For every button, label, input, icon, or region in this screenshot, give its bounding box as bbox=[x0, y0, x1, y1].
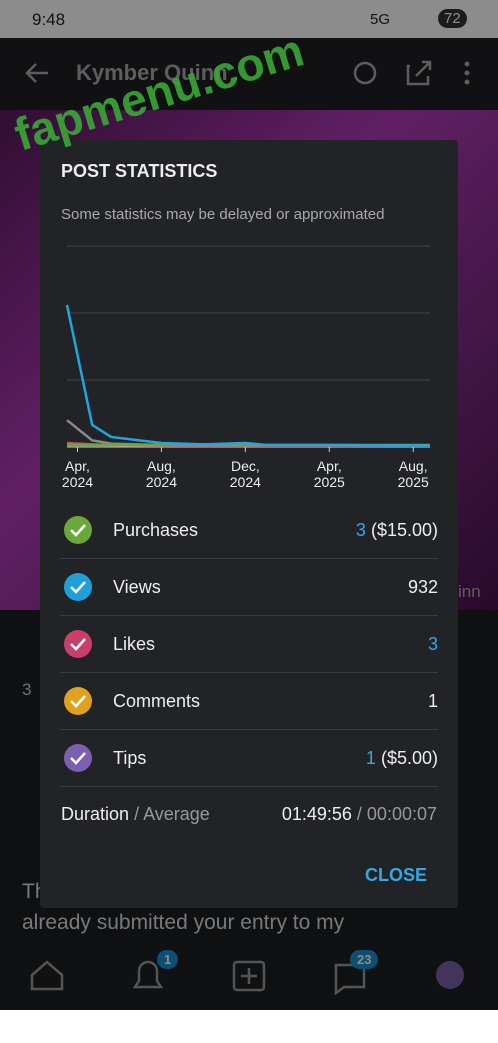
dialog-title: POST STATISTICS bbox=[61, 161, 218, 181]
duration: Duration bbox=[61, 804, 130, 824]
check-icon bbox=[64, 744, 92, 772]
system-nav bbox=[0, 1010, 498, 1043]
check bbox=[70, 524, 86, 537]
x-tick-label: Apr, 2025 bbox=[314, 458, 345, 490]
stat-count: 1 bbox=[427, 691, 438, 711]
post-text: already submitted your entry to my bbox=[22, 911, 345, 934]
bottom-nav: 1 23 bbox=[0, 935, 498, 1010]
icon-bg bbox=[64, 630, 92, 658]
icon-bg bbox=[64, 744, 92, 772]
stat-row: Views 932 bbox=[60, 559, 438, 616]
stat-label: Tips bbox=[113, 748, 147, 768]
check-icon bbox=[64, 630, 92, 658]
network: 5G bbox=[370, 11, 391, 28]
stat-label: Purchases bbox=[113, 520, 199, 540]
stat-label: Likes bbox=[113, 634, 156, 654]
time: 9:48 bbox=[32, 10, 66, 29]
status-bar: 9:48 5G 72 bbox=[0, 0, 498, 38]
chart: Apr, 2024 Aug, 2024 Dec, 2024 Apr, 2025 Aug, 2025 bbox=[62, 245, 431, 490]
stat-row: Comments 1 bbox=[60, 673, 438, 730]
stat-row: Likes 3 bbox=[60, 616, 438, 673]
stat-value: 1 ($5.00) bbox=[366, 748, 438, 769]
series-line bbox=[65, 304, 431, 447]
check-icon bbox=[64, 687, 92, 715]
back-button[interactable] bbox=[24, 60, 50, 86]
x-tick-label: Aug, 2024 bbox=[146, 458, 177, 490]
check-icon bbox=[64, 516, 92, 544]
check-icon bbox=[64, 573, 92, 601]
stat-count: 1 bbox=[365, 748, 376, 768]
stat-count: 3 bbox=[427, 634, 438, 654]
x-tick-label: Aug, 2025 bbox=[398, 458, 429, 490]
average: / Average bbox=[134, 804, 210, 824]
bg-text: inn bbox=[458, 582, 481, 601]
app-bar: Kymber Quinn bbox=[0, 38, 498, 110]
duration-total: 01:49:56 bbox=[281, 804, 352, 824]
actions[interactable] bbox=[350, 58, 480, 88]
nav-icons[interactable] bbox=[0, 935, 498, 1010]
duration-label: Duration / Average bbox=[61, 804, 210, 825]
stat-amount: ($5.00) bbox=[380, 748, 438, 768]
stat-row: Tips 1 ($5.00) bbox=[60, 730, 438, 787]
dialog-subtitle: Some statistics may be delayed or approx… bbox=[61, 206, 385, 223]
icon-bg bbox=[64, 573, 92, 601]
icon-bg bbox=[64, 687, 92, 715]
stat-value: 3 bbox=[428, 634, 438, 655]
stat-count: 3 bbox=[355, 520, 366, 540]
stat-amount: ($15.00) bbox=[370, 520, 438, 540]
check bbox=[70, 752, 86, 765]
profile-name: Kymber Quinn bbox=[76, 60, 228, 85]
notification-badge: 1 bbox=[157, 950, 179, 969]
check bbox=[70, 638, 86, 651]
stat-value: 1 bbox=[428, 691, 438, 712]
stat-label: Views bbox=[113, 577, 161, 597]
message-badge: 23 bbox=[350, 950, 379, 969]
icon-bg bbox=[64, 516, 92, 544]
stat-value: 3 ($15.00) bbox=[356, 520, 438, 541]
close-button[interactable]: CLOSE bbox=[364, 865, 427, 885]
x-tick-label: Apr, 2024 bbox=[62, 458, 93, 490]
duration-value: 01:49:56 / 00:00:07 bbox=[282, 804, 437, 825]
stats-dialog: POST STATISTICS Some statistics may be d… bbox=[40, 140, 458, 908]
stat-count: 932 bbox=[407, 577, 438, 597]
stat-row: Purchases 3 ($15.00) bbox=[60, 502, 438, 559]
series-line bbox=[66, 419, 430, 447]
x-tick-label: Dec, 2024 bbox=[230, 458, 261, 490]
stat-label: Comments bbox=[113, 691, 201, 711]
check bbox=[70, 695, 86, 708]
battery: 72 bbox=[438, 9, 467, 28]
check bbox=[70, 581, 86, 594]
stat-value: 932 bbox=[408, 577, 438, 598]
duration-avg: / 00:00:07 bbox=[356, 804, 437, 824]
like-count: 3 bbox=[22, 680, 32, 699]
